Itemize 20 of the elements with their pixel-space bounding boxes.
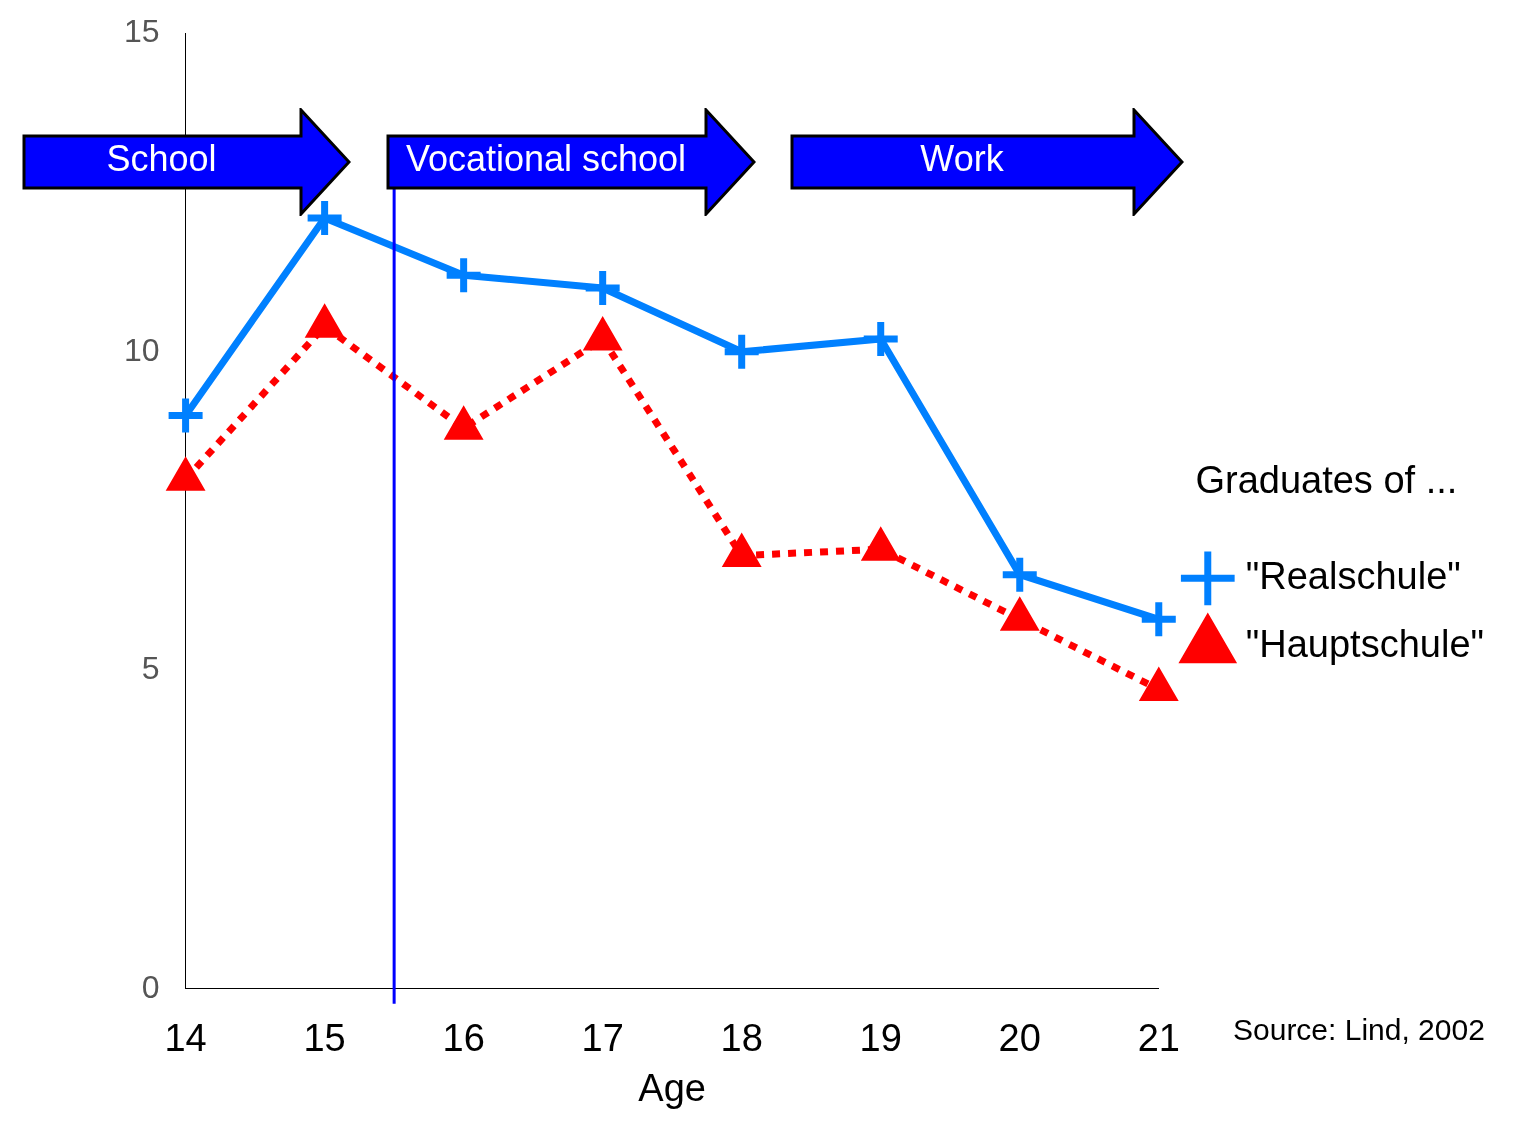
legend-title: Graduates of ... [1195,459,1458,502]
legend-label: "Hauptschule" [1245,622,1485,665]
x-tick-label: 19 [859,1017,902,1060]
x-tick-label: 16 [442,1017,485,1060]
y-tick-label: 10 [124,331,160,368]
x-tick-label: 14 [164,1017,207,1060]
annotation: Vocational school [404,138,688,180]
source-note: Source: Lind, 2002 [1233,1013,1485,1047]
y-tick-label: 0 [141,968,160,1005]
x-tick-label: 17 [581,1017,624,1060]
annotation: Work [919,138,1005,180]
x-tick-label: 20 [998,1017,1041,1060]
legend-label: "Realschule" [1245,554,1461,597]
x-tick-label: 18 [720,1017,763,1060]
y-tick-label: 15 [124,13,160,50]
x-tick-label: 15 [303,1017,346,1060]
y-tick-label: 5 [141,650,160,687]
x-axis-title: Age [638,1066,706,1109]
x-tick-label: 21 [1137,1017,1180,1060]
annotation: School [105,138,218,180]
